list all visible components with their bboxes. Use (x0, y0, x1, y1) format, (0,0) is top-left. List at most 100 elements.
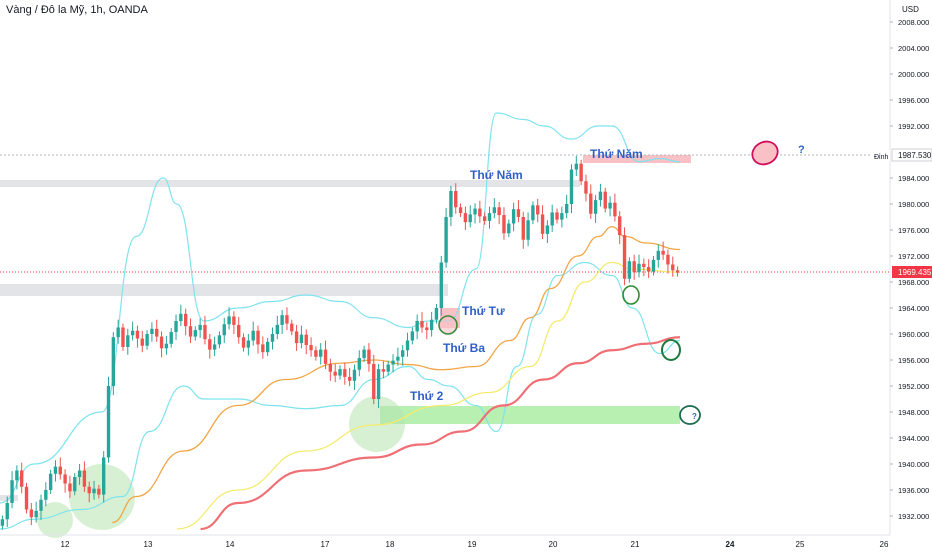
ema-long-line (200, 336, 681, 531)
candle-body (526, 220, 530, 240)
time-tick: 18 (386, 540, 395, 549)
candle-body (10, 480, 14, 503)
candle-body (357, 358, 361, 370)
candle-body (203, 324, 207, 340)
price-tick: 1948.000 (898, 408, 929, 417)
highlight-circle-monday (349, 396, 405, 452)
zones-layer (0, 154, 890, 501)
candle-body (102, 457, 106, 495)
time-axis[interactable]: 12 13 14 17 18 19 20 21 24 25 26 (0, 534, 890, 549)
candle-body (20, 470, 24, 487)
candle-body (106, 386, 111, 458)
candle-body (275, 324, 279, 334)
candle-body (675, 270, 680, 273)
bollinger-lower-line (0, 261, 681, 530)
candle-body (420, 321, 424, 328)
marker-circle-21 (622, 285, 640, 305)
candle-body (58, 466, 62, 475)
candle-body (15, 470, 19, 481)
price-tick: 1956.000 (898, 356, 929, 365)
candle-body (338, 369, 342, 376)
candle-body (227, 316, 231, 325)
candle-body (63, 474, 67, 484)
price-tick: 1932.000 (898, 512, 929, 521)
candle-body (198, 324, 202, 331)
label-thu-2: Thứ 2 (410, 389, 444, 403)
price-tick: 1976.000 (898, 226, 929, 235)
candle-body (343, 369, 347, 377)
candle-body (613, 202, 617, 217)
marker-circle-target (751, 140, 779, 166)
candle-body (309, 345, 313, 351)
candle-body (463, 213, 468, 223)
candle-body (222, 324, 226, 336)
candle-body (68, 483, 72, 492)
price-ticks: 2008.000 2004.000 2000.000 1996.000 1992.000… (890, 18, 929, 521)
candle-body (410, 331, 415, 341)
question-mark-target: ? (798, 144, 805, 156)
marker-circle-thu-tu (438, 315, 458, 335)
grey-zone-upper (0, 180, 580, 187)
candle-body (376, 369, 381, 399)
price-axis[interactable]: USD 2008.000 2004.000 2000.000 1996.000 1992… (872, 0, 932, 535)
label-thu-ba: Thứ Ba (443, 341, 485, 355)
candle-body (237, 324, 241, 338)
candle-body (671, 264, 675, 271)
candle-body (454, 191, 458, 208)
candle-body (598, 191, 603, 201)
candle-body (193, 330, 198, 337)
ema-mid-line (176, 261, 681, 530)
candle-body (314, 350, 318, 357)
candle-body (401, 350, 405, 357)
candle-body (164, 343, 169, 349)
candle-body (126, 335, 130, 347)
candle-body (372, 363, 376, 399)
price-tick: 1980.000 (898, 200, 929, 209)
time-ticks: 12 13 14 17 18 19 20 21 24 25 26 (61, 540, 889, 549)
candle-body (386, 364, 390, 372)
candle-body (24, 486, 29, 510)
chart-title: Vàng / Đô la Mỹ, 1h, OANDA (6, 4, 148, 16)
candle-body (294, 331, 299, 344)
candle-body (482, 216, 487, 221)
candle-body (261, 344, 265, 353)
candle-body (502, 215, 506, 234)
candle-body (656, 250, 660, 260)
candle-body (362, 349, 366, 359)
price-tick: 1968.000 (898, 278, 929, 287)
candle-body (130, 330, 135, 336)
candle-body (232, 316, 236, 325)
label-thu-nam-2: Thứ Năm (590, 147, 643, 161)
peak-tag-value: 1987.530 (898, 151, 932, 160)
candle-body (82, 470, 87, 487)
candle-body (478, 208, 482, 217)
candle-body (212, 344, 217, 350)
candle-body (179, 313, 183, 321)
candle-body (159, 336, 164, 349)
peak-tag-box (891, 148, 932, 162)
candle-body (396, 356, 400, 361)
candle-body (487, 213, 492, 221)
candle-body (285, 315, 289, 324)
candle-body (627, 261, 632, 279)
time-tick: 24 (726, 540, 735, 549)
candle-body (39, 499, 43, 511)
candle-body (574, 163, 578, 170)
candle-body (217, 335, 222, 345)
candle-body (183, 313, 188, 327)
candle-body (651, 259, 656, 272)
bollinger-upper-line (0, 112, 681, 504)
candle-body (328, 363, 333, 372)
candle-body (135, 330, 140, 339)
time-tick: 26 (880, 540, 889, 549)
price-tick: 2004.000 (898, 44, 929, 53)
candle-body (564, 204, 569, 214)
candle-body (290, 323, 294, 332)
candle-body (150, 328, 154, 334)
label-thu-tu: Thứ Tư (462, 304, 505, 318)
candle-body (444, 217, 448, 263)
candle-body (618, 216, 622, 236)
price-tick: 1936.000 (898, 486, 929, 495)
